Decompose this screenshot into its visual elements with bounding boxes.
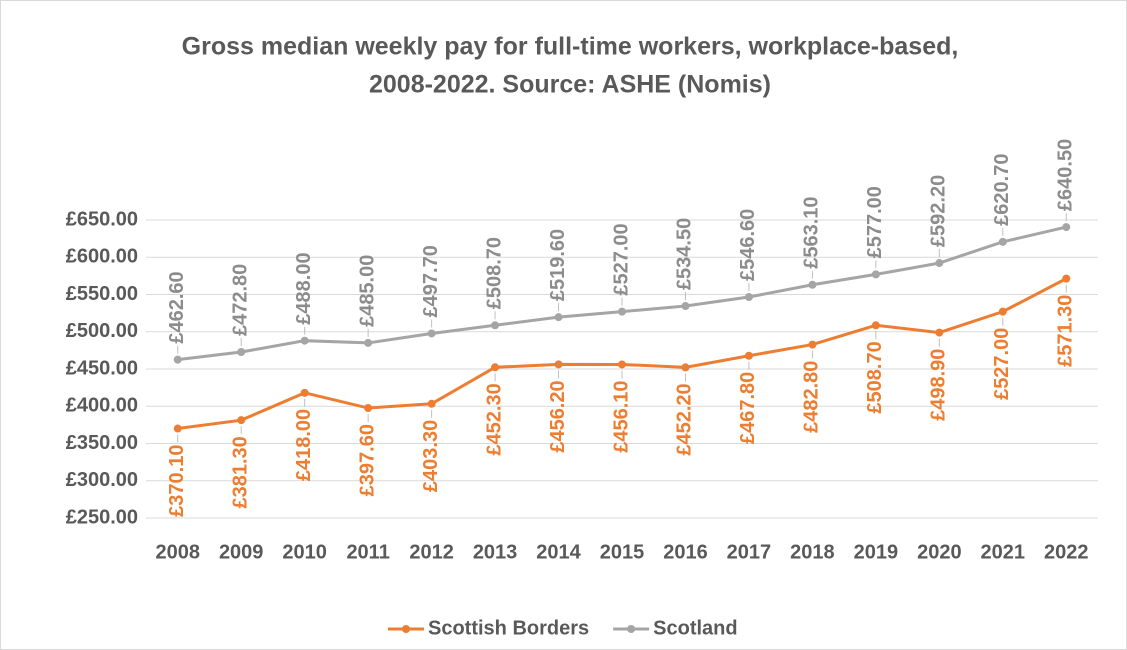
y-tick-label: £400.00 xyxy=(66,395,138,417)
data-label: £546.60 xyxy=(737,209,759,281)
data-point xyxy=(554,360,563,369)
data-point xyxy=(681,302,690,311)
data-label: £452.20 xyxy=(674,383,696,455)
data-point xyxy=(744,293,753,302)
data-point xyxy=(618,360,626,369)
data-label: £418.00 xyxy=(293,409,315,481)
data-label: £527.00 xyxy=(991,328,1013,400)
data-point xyxy=(808,340,817,349)
x-tick-label: 2012 xyxy=(409,541,454,563)
y-tick-label: £550.00 xyxy=(66,283,138,305)
x-tick-label: 2020 xyxy=(917,541,962,563)
x-tick-label: 2015 xyxy=(600,541,645,563)
data-point xyxy=(998,237,1007,246)
x-tick-label: 2010 xyxy=(282,541,327,563)
data-point xyxy=(935,328,944,337)
data-point xyxy=(427,399,436,408)
data-point xyxy=(173,424,182,433)
data-point xyxy=(427,329,436,338)
data-point xyxy=(300,336,309,345)
data-label: £508.70 xyxy=(483,237,505,309)
data-label: £563.10 xyxy=(801,196,823,268)
data-label: £467.80 xyxy=(737,372,759,444)
x-tick-label: 2016 xyxy=(663,541,708,563)
data-point xyxy=(681,363,690,372)
data-point xyxy=(871,321,880,330)
data-label: £571.30 xyxy=(1055,295,1077,367)
x-tick-label: 2019 xyxy=(854,541,899,563)
data-point xyxy=(871,270,880,279)
data-point xyxy=(618,307,626,316)
chart-title: 2008-2022. Source: ASHE (Nomis) xyxy=(369,71,771,99)
data-label: £456.10 xyxy=(610,380,632,452)
data-point xyxy=(744,351,753,360)
x-tick-label: 2022 xyxy=(1044,541,1089,563)
legend-label: Scotland xyxy=(653,617,737,639)
data-point xyxy=(1062,223,1071,232)
data-label: £456.20 xyxy=(547,380,569,452)
data-label: £370.10 xyxy=(166,445,188,517)
data-label: £397.60 xyxy=(356,424,378,496)
data-point xyxy=(808,280,817,289)
data-point xyxy=(998,307,1007,316)
data-label: £462.60 xyxy=(166,271,188,343)
x-tick-label: 2009 xyxy=(219,541,264,563)
y-tick-label: £350.00 xyxy=(66,432,138,454)
x-tick-label: 2008 xyxy=(155,541,200,563)
y-tick-label: £300.00 xyxy=(66,469,138,491)
x-tick-label: 2017 xyxy=(727,541,772,563)
data-point xyxy=(300,388,309,397)
data-label: £403.30 xyxy=(420,420,442,492)
data-point xyxy=(491,321,500,330)
data-point xyxy=(237,348,246,357)
data-label: £472.80 xyxy=(229,264,251,336)
y-tick-label: £500.00 xyxy=(66,320,138,342)
legend-marker xyxy=(627,625,636,633)
data-label: £620.70 xyxy=(991,154,1013,226)
data-label: £577.00 xyxy=(864,186,886,258)
data-label: £485.00 xyxy=(356,255,378,327)
data-label: £482.80 xyxy=(801,361,823,433)
data-label: £508.70 xyxy=(864,341,886,413)
data-label: £534.50 xyxy=(674,218,696,290)
y-tick-label: £650.00 xyxy=(66,208,138,230)
x-tick-label: 2014 xyxy=(536,541,581,563)
data-label: £488.00 xyxy=(293,252,315,324)
x-tick-label: 2011 xyxy=(346,541,389,563)
y-tick-label: £250.00 xyxy=(66,506,138,528)
x-tick-label: 2018 xyxy=(790,541,835,563)
data-point xyxy=(364,338,373,347)
y-tick-label: £600.00 xyxy=(66,246,138,268)
data-label: £519.60 xyxy=(547,229,569,301)
data-label: £452.30 xyxy=(483,383,505,455)
data-label: £497.70 xyxy=(420,245,442,317)
y-tick-label: £450.00 xyxy=(66,357,138,379)
data-label: £527.00 xyxy=(610,223,632,295)
data-point xyxy=(491,363,500,372)
data-point xyxy=(173,355,182,364)
data-label: £640.50 xyxy=(1055,139,1077,211)
x-tick-label: 2021 xyxy=(981,541,1026,563)
data-label: £592.20 xyxy=(928,175,950,247)
data-label: £498.90 xyxy=(928,349,950,421)
chart-title: Gross median weekly pay for full-time wo… xyxy=(182,33,959,61)
data-label: £381.30 xyxy=(229,436,251,508)
data-point xyxy=(554,313,563,322)
data-point xyxy=(935,259,944,268)
legend-marker xyxy=(402,625,410,633)
x-tick-label: 2013 xyxy=(473,541,518,563)
data-point xyxy=(1062,274,1071,283)
data-point xyxy=(364,404,373,413)
data-point xyxy=(237,416,246,425)
legend-label: Scottish Borders xyxy=(428,617,589,639)
